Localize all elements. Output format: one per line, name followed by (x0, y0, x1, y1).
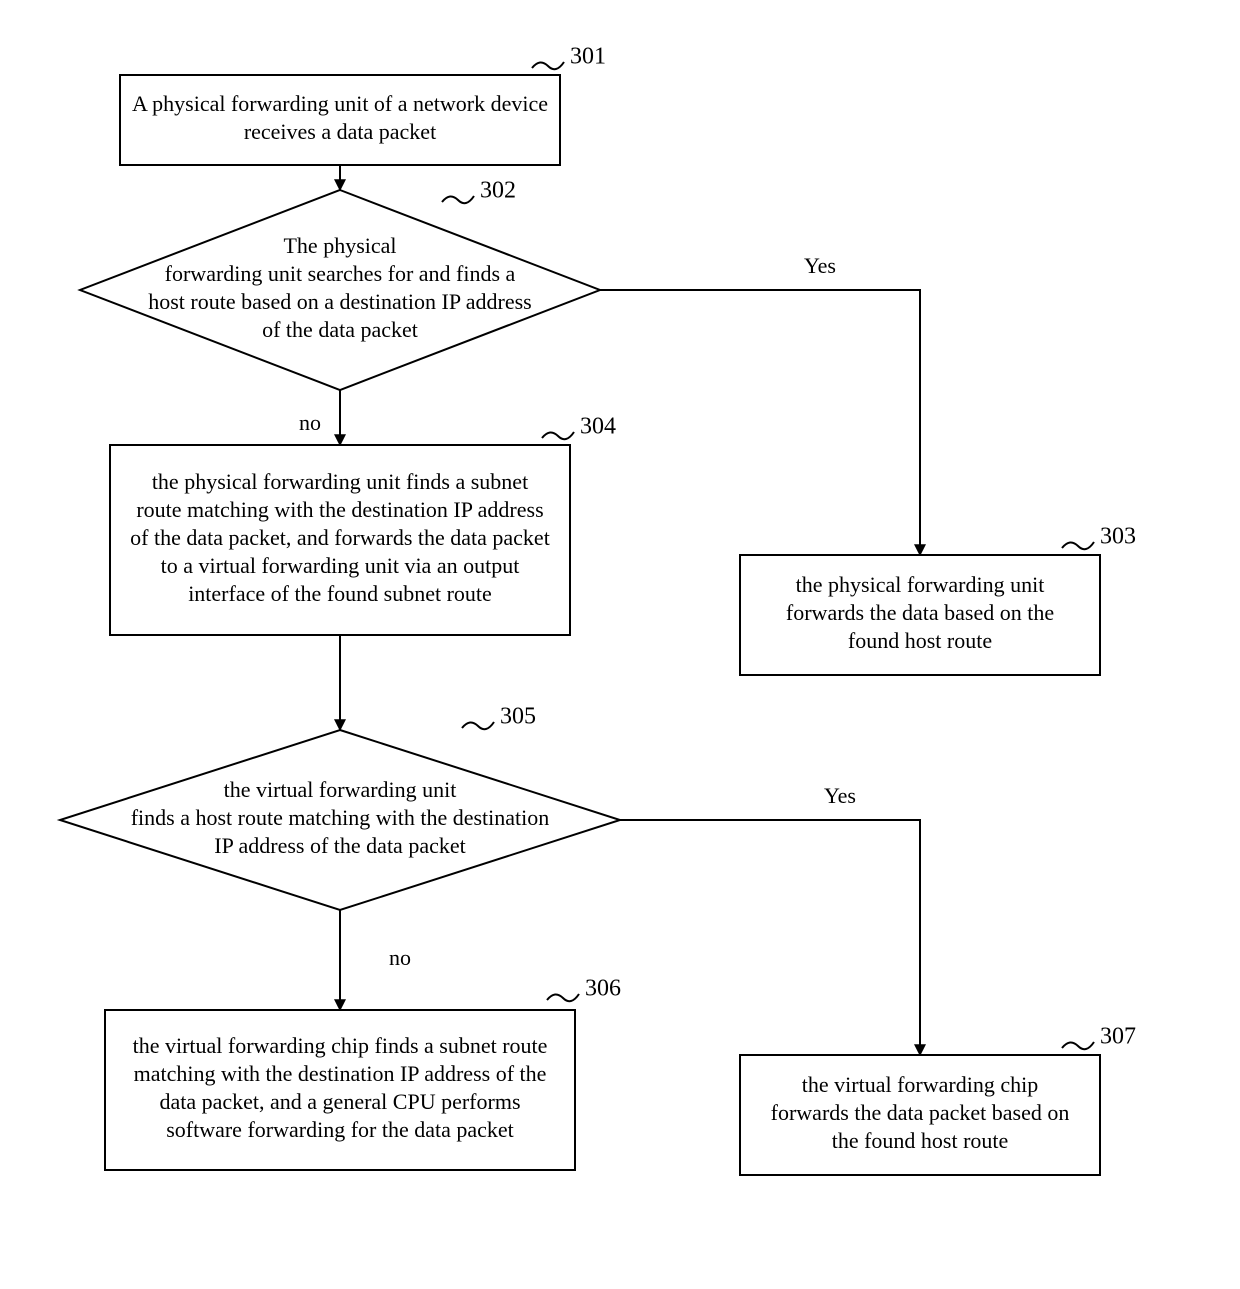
svg-text:forwards the data packet based: forwards the data packet based on (771, 1100, 1070, 1125)
svg-text:software forwarding for the da: software forwarding for the data packet (166, 1117, 514, 1142)
svg-text:to a virtual forwarding unit v: to a virtual forwarding unit via an outp… (161, 553, 520, 578)
edge-label: Yes (804, 253, 836, 278)
svg-text:IP address of the data packet: IP address of the data packet (214, 833, 465, 858)
svg-text:data packet, and a general CPU: data packet, and a general CPU performs (159, 1089, 520, 1114)
svg-text:of the data packet: of the data packet (262, 317, 418, 342)
step-label-302: 302 (480, 178, 516, 204)
svg-text:the physical forwarding unit: the physical forwarding unit (796, 572, 1045, 597)
flow-edge (620, 820, 920, 1055)
flow-node-text-n304: the physical forwarding unit finds a sub… (130, 469, 550, 606)
step-label-306: 306 (585, 976, 621, 1002)
step-label-305: 305 (500, 704, 536, 730)
svg-text:forwards the data based on th: forwards the data based on the (786, 600, 1054, 625)
svg-text:of the data packet, and forwar: of the data packet, and forwards the dat… (130, 525, 550, 550)
edge-label: Yes (824, 783, 856, 808)
svg-text:the virtual forwarding chip: the virtual forwarding chip (802, 1072, 1038, 1097)
svg-text:the found host route: the found host route (832, 1128, 1009, 1153)
edge-label: no (299, 410, 321, 435)
flow-edge (600, 290, 920, 555)
svg-text:host route based on a destinat: host route based on a destination IP add… (148, 289, 532, 314)
step-label-307: 307 (1100, 1024, 1136, 1050)
step-label-303: 303 (1100, 524, 1136, 550)
svg-text:forwarding unit searches for a: forwarding unit searches for and finds a (165, 261, 516, 286)
svg-text:the virtual forwarding unit: the virtual forwarding unit (224, 777, 457, 802)
step-label-304: 304 (580, 414, 616, 440)
svg-text:A physical forwarding unit of: A physical forwarding unit of a network … (132, 91, 548, 116)
svg-text:route matching with the destin: route matching with the destination IP a… (136, 497, 543, 522)
svg-text:the virtual forwarding chip fi: the virtual forwarding chip finds a subn… (133, 1033, 548, 1058)
svg-text:the physical forwarding unit f: the physical forwarding unit finds a sub… (152, 469, 528, 494)
svg-text:interface of the found subnet: interface of the found subnet route (188, 581, 492, 606)
svg-text:finds a host route matching w: finds a host route matching with the des… (131, 805, 550, 830)
svg-text:receives a data packet: receives a data packet (244, 119, 436, 144)
svg-text:The physical: The physical (283, 233, 396, 258)
step-label-301: 301 (570, 44, 606, 70)
svg-text:matching with the destination: matching with the destination IP address… (134, 1061, 547, 1086)
svg-text:found host route: found host route (848, 628, 992, 653)
edge-label: no (389, 945, 411, 970)
